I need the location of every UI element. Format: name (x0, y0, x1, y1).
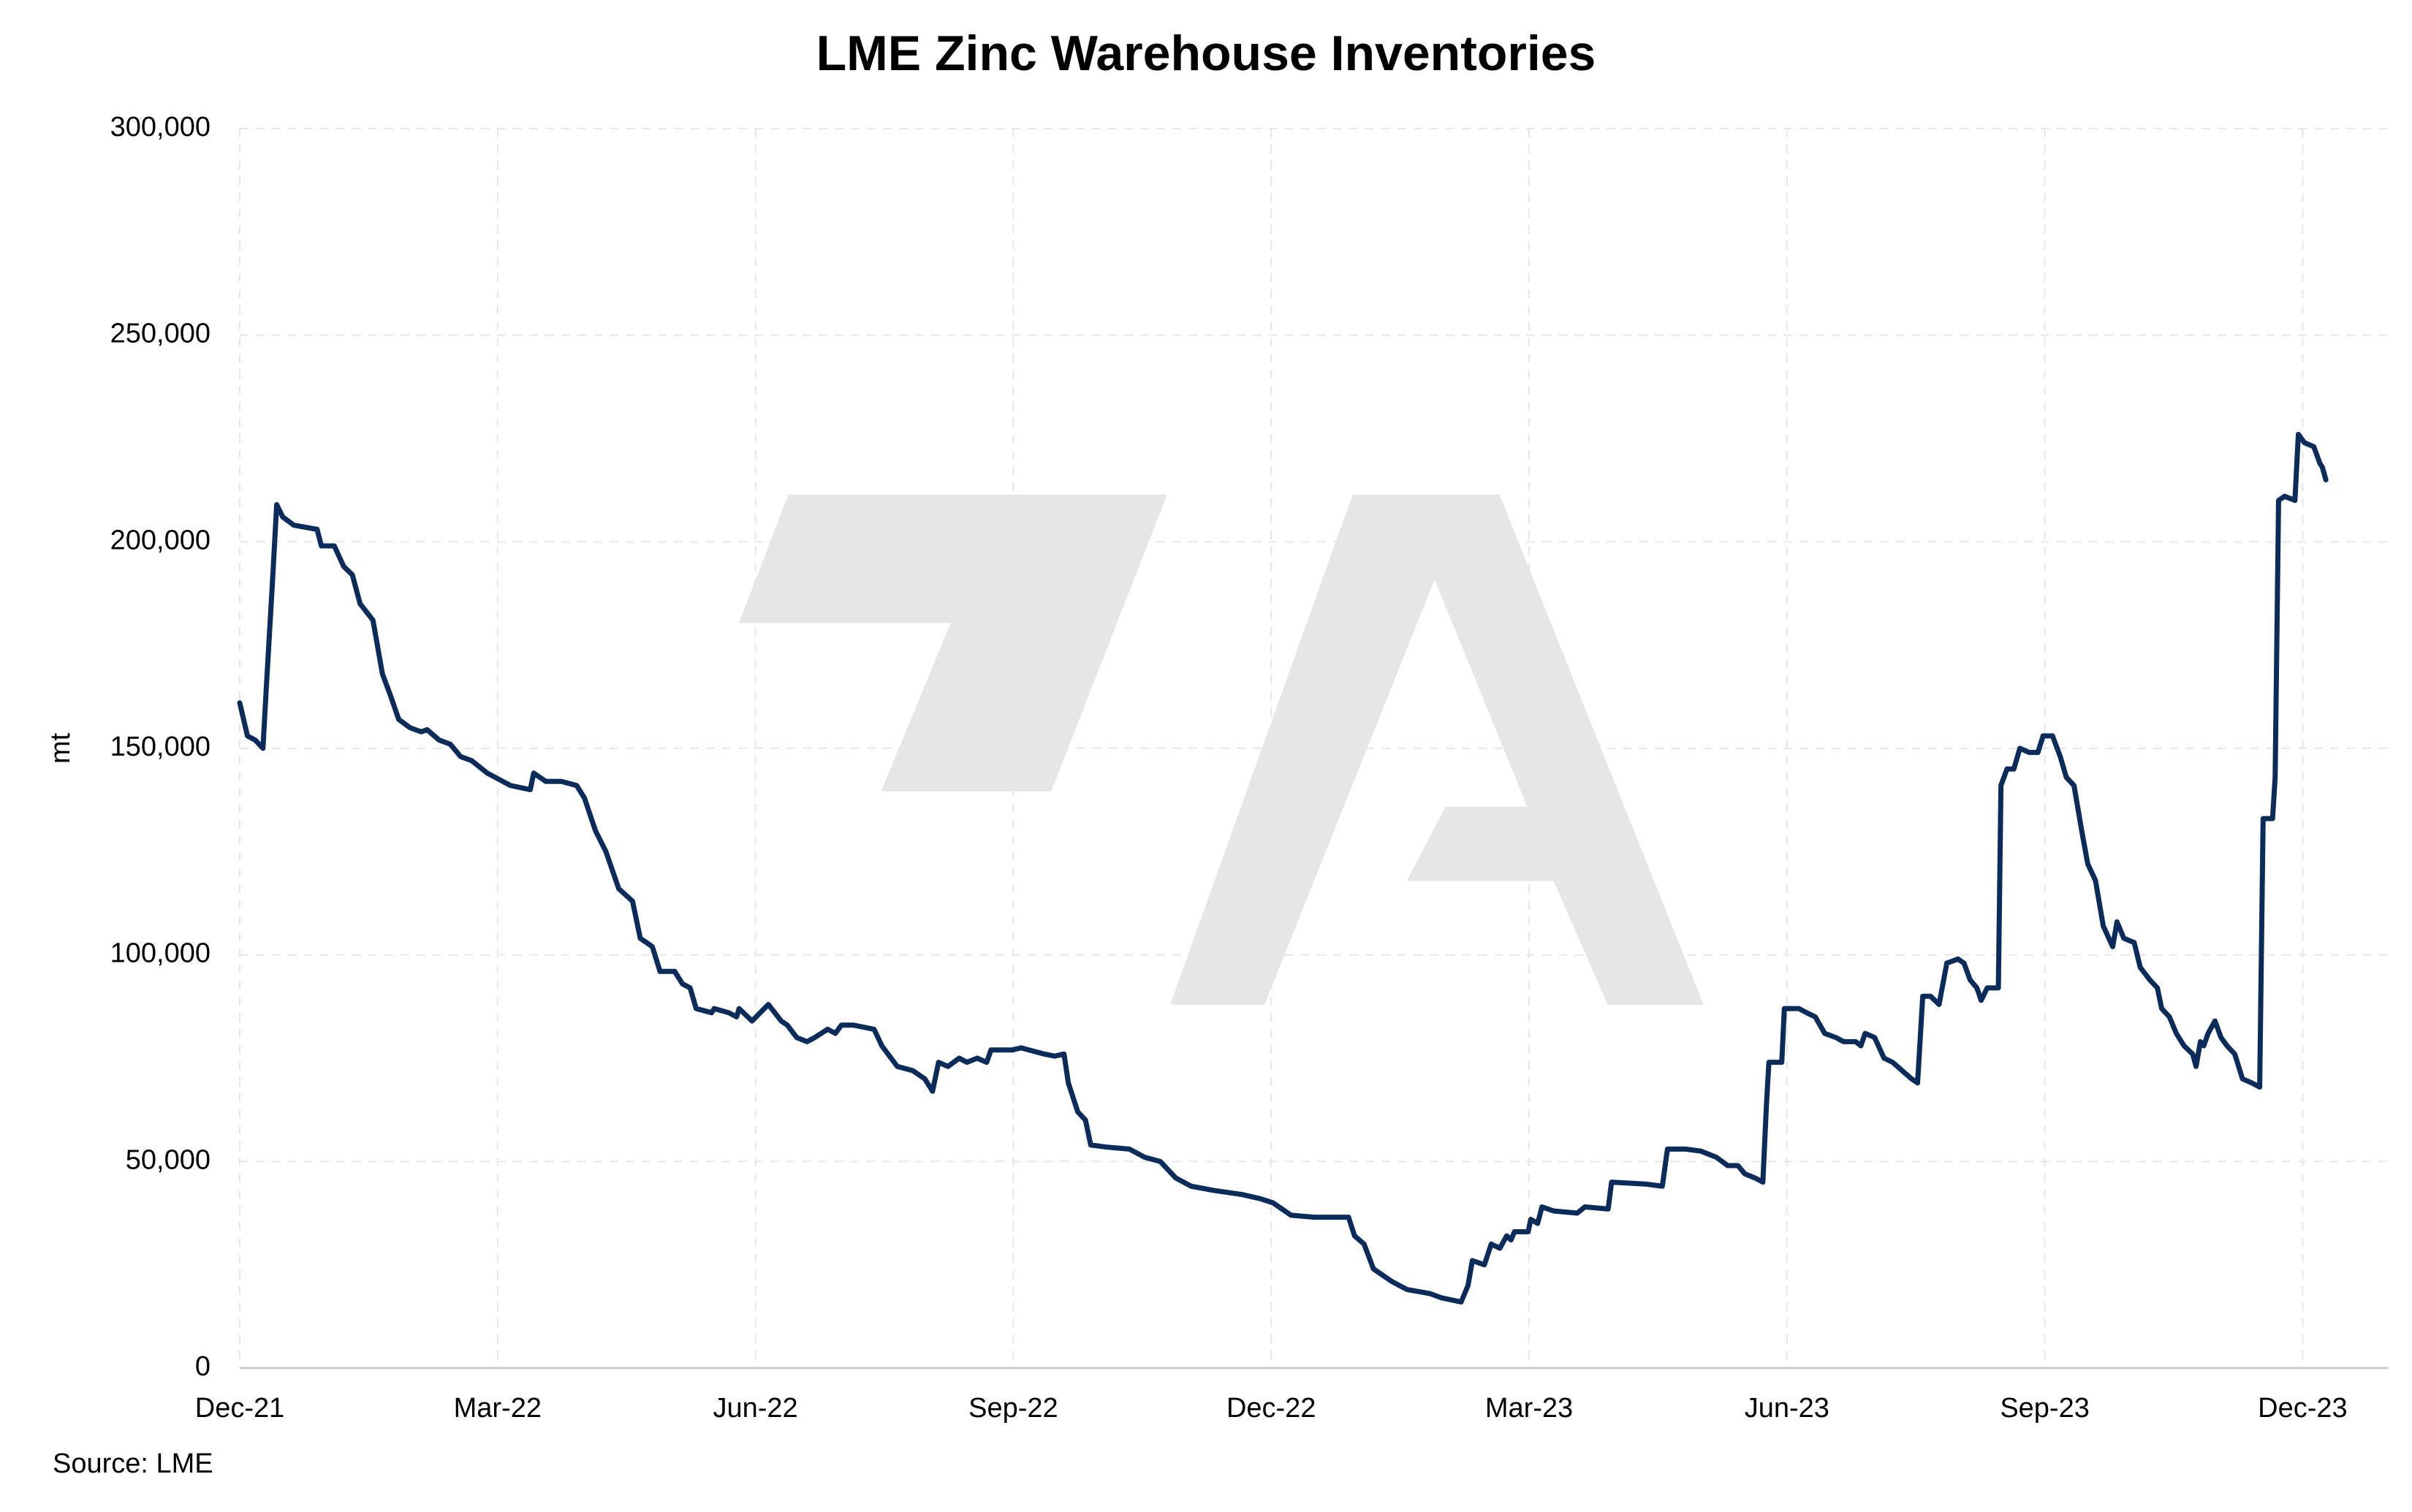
y-tick-label: 200,000 (110, 525, 211, 555)
y-axis-label: mt (45, 732, 76, 764)
x-tick-label: Sep-23 (2000, 1393, 2090, 1424)
x-tick-label: Dec-22 (1226, 1393, 1316, 1424)
y-tick-label: 50,000 (126, 1144, 211, 1175)
watermark-shape (1170, 494, 1704, 1005)
y-tick-label: 0 (195, 1351, 211, 1382)
y-tick-label: 250,000 (110, 319, 211, 349)
y-tick-label: 300,000 (110, 112, 211, 143)
chart-title: LME Zinc Warehouse Inventories (816, 26, 1596, 81)
watermark-shape (738, 494, 1167, 791)
x-tick-label: Sep-22 (968, 1393, 1058, 1424)
y-tick-label: 100,000 (110, 938, 211, 969)
x-tick-label: Dec-23 (2258, 1393, 2348, 1424)
x-tick-label: Mar-23 (1485, 1393, 1573, 1424)
x-tick-label: Jun-23 (1745, 1393, 1829, 1424)
x-tick-label: Jun-22 (713, 1393, 797, 1424)
y-tick-label: 150,000 (110, 732, 211, 762)
x-tick-label: Dec-21 (195, 1393, 285, 1424)
x-tick-label: Mar-22 (454, 1393, 542, 1424)
source-note: Source: LME (53, 1448, 213, 1479)
watermark (738, 494, 1704, 1005)
data-line (237, 431, 2329, 1305)
